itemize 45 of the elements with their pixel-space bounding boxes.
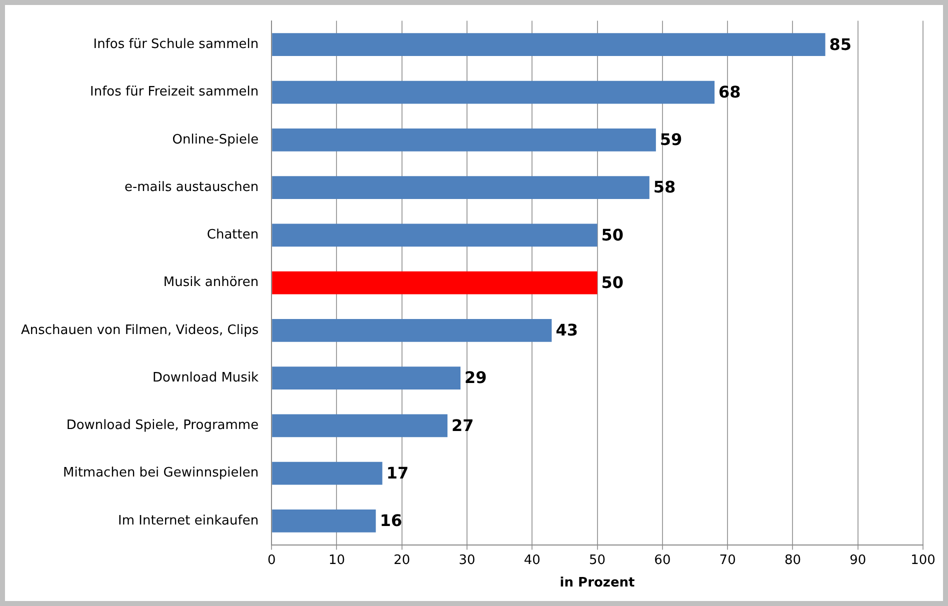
- data-label: 50: [601, 225, 624, 244]
- data-label: 29: [464, 368, 487, 388]
- data-label: 85: [829, 34, 852, 54]
- y-tick-label: Mitmachen bei Gewinnspielen: [63, 466, 259, 481]
- x-tick-label: 30: [458, 552, 476, 568]
- y-tick-label: Im Internet einkaufen: [118, 513, 259, 528]
- x-tick-label: 50: [589, 552, 606, 568]
- bar: [272, 271, 598, 294]
- y-tick-label: Infos für Schule sammeln: [93, 36, 259, 52]
- bar: [272, 80, 715, 104]
- y-tick-label: Infos für Freizeit sammeln: [90, 84, 259, 100]
- y-tick-label: e-mails austauschen: [124, 180, 259, 195]
- x-tick-label: 100: [910, 552, 936, 568]
- data-label: 16: [380, 511, 402, 530]
- x-tick-label: 60: [654, 552, 671, 568]
- bar: [272, 128, 656, 152]
- y-tick-label: Anschauen von Filmen, Videos, Clips: [21, 322, 259, 338]
- bar: [272, 462, 382, 485]
- data-label: 50: [601, 272, 624, 292]
- x-tick-label: 80: [784, 552, 801, 568]
- x-tick-label: 70: [719, 552, 736, 568]
- bar: [272, 176, 650, 199]
- x-tick-label: 10: [328, 552, 346, 568]
- bar: [272, 33, 826, 56]
- bar: [272, 366, 460, 390]
- y-tick-label: Chatten: [206, 228, 259, 243]
- data-label: 68: [718, 82, 741, 102]
- bar: [272, 510, 376, 532]
- x-axis-title: in Prozent: [560, 576, 635, 591]
- data-label: 59: [660, 130, 682, 150]
- x-tick-label: 0: [267, 552, 276, 568]
- bar: [272, 414, 448, 438]
- bar: [272, 319, 552, 342]
- bar: [272, 224, 598, 247]
- data-label: 17: [386, 464, 409, 482]
- x-tick-label: 40: [524, 552, 540, 568]
- y-tick-label: Download Musik: [152, 370, 260, 386]
- y-tick-label: Musik anhören: [163, 275, 259, 290]
- y-tick-label: Download Spiele, Programme: [66, 418, 259, 434]
- data-label: 43: [556, 320, 578, 340]
- y-tick-label: Online-Spiele: [172, 132, 259, 148]
- data-label: 27: [451, 416, 474, 435]
- x-tick-label: 20: [394, 552, 410, 568]
- data-label: 58: [653, 178, 676, 197]
- x-tick-label: 90: [850, 552, 866, 568]
